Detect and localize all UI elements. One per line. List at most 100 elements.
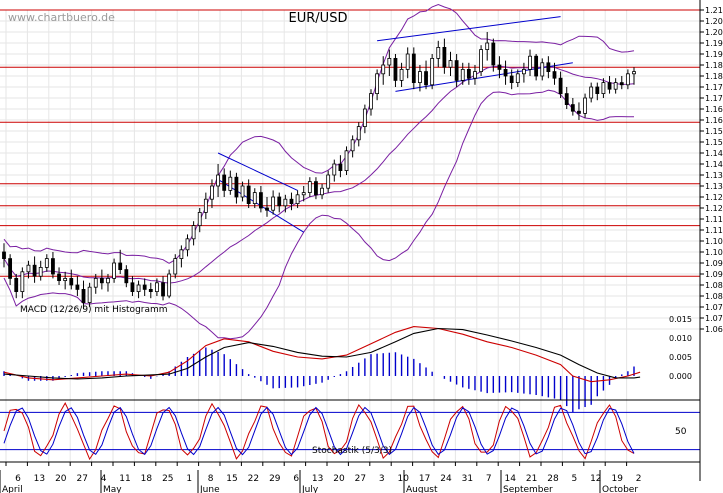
price-tick-label: 1.090 — [705, 270, 723, 279]
candle-body — [509, 75, 514, 83]
grid-layer — [0, 9, 700, 462]
date-tick-label: 22 — [248, 474, 259, 484]
candle-body — [583, 97, 587, 114]
price-tick-label: 1.160 — [705, 116, 723, 125]
candle-body — [252, 192, 257, 205]
candle-body — [185, 238, 190, 251]
candle-body — [332, 163, 337, 176]
candle-body — [601, 82, 606, 94]
date-tick-label: 21 — [526, 474, 537, 484]
price-tick-label: 1.155 — [705, 127, 723, 136]
candle-body — [350, 139, 355, 152]
date-tick-label: 6 — [15, 474, 21, 484]
candle-body — [356, 126, 361, 141]
macd-tick-label: 0.005 — [669, 353, 692, 362]
candle-body — [289, 198, 294, 204]
candle-body — [87, 286, 92, 304]
month-label: September — [503, 485, 553, 493]
candle-body — [271, 196, 276, 211]
candle-body — [222, 174, 227, 191]
price-tick-label: 1.080 — [705, 292, 723, 301]
date-tick-label: 2 — [636, 474, 642, 484]
stochastic-panel — [0, 399, 700, 461]
price-tick-label: 1.175 — [705, 83, 723, 92]
candle-body — [295, 194, 300, 205]
candle-body — [63, 277, 68, 281]
candle-body — [411, 53, 416, 84]
date-tick-label: 15 — [226, 474, 237, 484]
candle-body — [314, 181, 318, 196]
macd-signal-line — [3, 327, 641, 380]
month-label: October — [602, 485, 638, 493]
price-tick-label: 1.180 — [705, 72, 723, 81]
date-tick-label: 12 — [590, 474, 601, 484]
price-tick-label: 1.075 — [705, 303, 723, 312]
price-tick-label: 1.115 — [705, 215, 723, 224]
trend-channel-line — [217, 152, 298, 191]
month-label: May — [103, 485, 122, 493]
candle-body — [246, 185, 251, 205]
candle-body — [130, 282, 135, 292]
candle-body — [14, 277, 19, 292]
candle-body — [625, 73, 630, 86]
date-tick-label: 18 — [141, 474, 153, 484]
candle-body — [479, 49, 483, 72]
candle-body — [8, 258, 13, 279]
candle-body — [173, 258, 178, 275]
price-tick-label: 1.140 — [705, 160, 723, 169]
date-tick-label: 13 — [34, 474, 45, 484]
price-tick-label: 1.110 — [705, 226, 723, 235]
candle-body — [320, 187, 324, 196]
candle-body — [148, 288, 153, 292]
candle-body — [20, 271, 25, 292]
candle-body — [57, 273, 61, 281]
price-tick-label: 1.085 — [705, 281, 723, 290]
candle-body — [228, 176, 233, 191]
candle-body — [75, 284, 80, 290]
candle-body — [589, 86, 594, 99]
candle-body — [497, 64, 502, 70]
candle-body — [161, 282, 165, 297]
candle-body — [307, 181, 312, 194]
candle-body — [473, 71, 477, 79]
candle-body — [577, 110, 581, 114]
date-tick-label: 25 — [162, 474, 173, 484]
candle-body — [522, 69, 526, 75]
watermark: www.chartbuero.de — [8, 11, 115, 24]
price-tick-label: 1.170 — [705, 94, 723, 103]
price-tick-label: 1.205 — [705, 17, 723, 26]
candle-body — [570, 104, 575, 112]
candle-body — [51, 258, 55, 275]
date-tick-label: 4 — [101, 474, 107, 484]
stochastic-tick-label: 50 — [675, 427, 687, 437]
candle-body — [375, 73, 380, 95]
price-tick-label: 1.190 — [705, 50, 723, 59]
candle-body — [26, 264, 31, 273]
candle-body — [203, 198, 208, 213]
macd-panel — [3, 326, 641, 413]
candle-body — [552, 71, 557, 79]
price-tick-label: 1.135 — [705, 171, 723, 180]
date-tick-label: 27 — [355, 474, 366, 484]
price-tick-label: 1.065 — [705, 325, 723, 334]
date-tick-label: 6 — [293, 474, 299, 484]
candle-body — [216, 174, 220, 187]
candle-body — [106, 277, 110, 284]
month-label: April — [2, 485, 23, 493]
candle-body — [460, 69, 465, 81]
price-tick-label: 1.095 — [705, 259, 723, 268]
price-tick-label: 1.200 — [705, 28, 723, 37]
price-tick-label: 1.125 — [705, 193, 723, 202]
candle-body — [99, 277, 104, 284]
candle-body — [613, 82, 618, 90]
candle-body — [344, 150, 349, 172]
candle-body — [399, 69, 404, 81]
candle-body — [515, 73, 520, 84]
price-tick-label: 1.195 — [705, 39, 723, 48]
candle-body — [326, 174, 331, 189]
month-label: June — [199, 485, 220, 493]
date-tick-label: 8 — [208, 474, 214, 484]
candle-body — [546, 62, 551, 72]
